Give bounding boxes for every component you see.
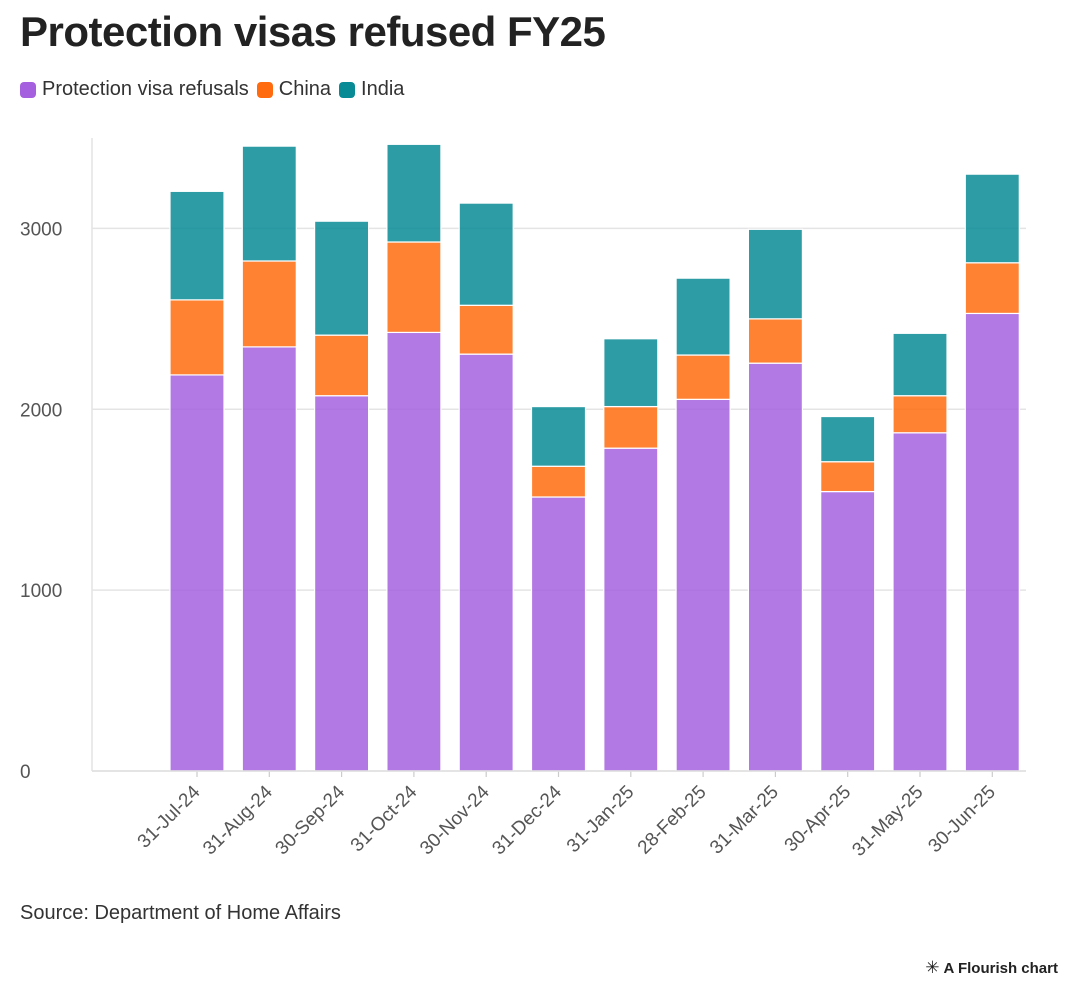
y-tick-label: 3000 (20, 219, 62, 240)
x-tick-label: 31-Jan-25 (563, 782, 638, 857)
x-tick-label: 31-Aug-24 (199, 781, 277, 859)
legend-label-china: China (278, 78, 332, 100)
y-tick-label: 1000 (20, 581, 62, 602)
x-tick-label: 31-May-25 (848, 782, 927, 861)
legend-swatch-india (339, 81, 356, 98)
bar-protection-visa-refusals (241, 346, 297, 772)
bar-china (747, 318, 804, 364)
bar-protection-visa-refusals (169, 374, 225, 772)
legend-item-china[interactable]: China (256, 78, 332, 101)
x-tick-label: 31-Mar-25 (706, 782, 783, 859)
bar-china (458, 304, 514, 355)
bar-china (675, 354, 731, 400)
bar-protection-visa-refusals (820, 490, 876, 772)
legend-swatch-refusals (20, 81, 36, 98)
bar-india (386, 143, 442, 243)
bar-china (386, 241, 442, 334)
bar-china (603, 405, 659, 449)
bar-protection-visa-refusals (603, 447, 659, 772)
legend-label-india: India (361, 78, 405, 100)
bar-china (820, 461, 876, 493)
bar-india (675, 277, 731, 356)
bar-protection-visa-refusals (530, 496, 587, 772)
source-note: Source: Department of Home Affairs (20, 902, 341, 924)
bar-india (892, 332, 948, 397)
x-tick-label: 30-Jun-25 (924, 782, 999, 857)
flourish-logo-icon: ✳ (925, 958, 940, 977)
bar-india (820, 415, 876, 463)
x-tick-label: 31-Dec-24 (488, 781, 566, 859)
legend-item-india[interactable]: India (339, 78, 404, 101)
bar-india (458, 202, 514, 306)
legend: Protection visa refusals China India (20, 78, 412, 101)
bar-india (241, 145, 297, 262)
legend-item-refusals[interactable]: Protection visa refusals (20, 78, 249, 101)
bar-china (314, 334, 370, 397)
bar-protection-visa-refusals (314, 395, 370, 772)
x-tick-label: 31-Jul-24 (134, 781, 205, 852)
bar-protection-visa-refusals (675, 398, 731, 772)
x-tick-label: 30-Nov-24 (416, 781, 494, 859)
x-tick-label: 28-Feb-25 (634, 782, 711, 859)
x-tick-label: 30-Sep-24 (272, 781, 350, 859)
x-tick-label: 30-Apr-25 (781, 782, 856, 857)
bar-china (892, 395, 948, 434)
bar-india (530, 405, 587, 467)
legend-swatch-china (256, 81, 273, 98)
legend-label-refusals: Protection visa refusals (42, 78, 249, 100)
bar-china (964, 262, 1020, 315)
bar-china (530, 465, 587, 498)
bar-india (603, 338, 659, 408)
bar-india (169, 190, 225, 301)
bar-protection-visa-refusals (892, 432, 948, 772)
flourish-credit[interactable]: ✳ A Flourish chart (925, 958, 1058, 978)
bar-india (747, 228, 804, 320)
x-tick-label: 31-Oct-24 (347, 781, 422, 856)
bar-china (241, 260, 297, 348)
bar-india (314, 220, 370, 336)
chart-title: Protection visas refused FY25 (20, 8, 606, 55)
bar-protection-visa-refusals (458, 353, 514, 772)
bar-china (169, 299, 225, 376)
bar-india (964, 173, 1020, 264)
bar-protection-visa-refusals (964, 312, 1020, 772)
credit-label: A Flourish chart (943, 959, 1058, 977)
bar-protection-visa-refusals (386, 331, 442, 772)
y-tick-label: 2000 (20, 400, 62, 421)
y-tick-label: 0 (20, 762, 31, 783)
bar-protection-visa-refusals (747, 362, 804, 772)
